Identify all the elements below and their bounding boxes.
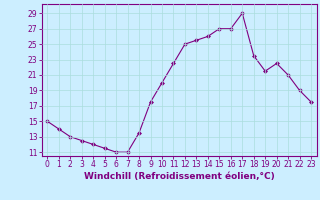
X-axis label: Windchill (Refroidissement éolien,°C): Windchill (Refroidissement éolien,°C) [84, 172, 275, 181]
